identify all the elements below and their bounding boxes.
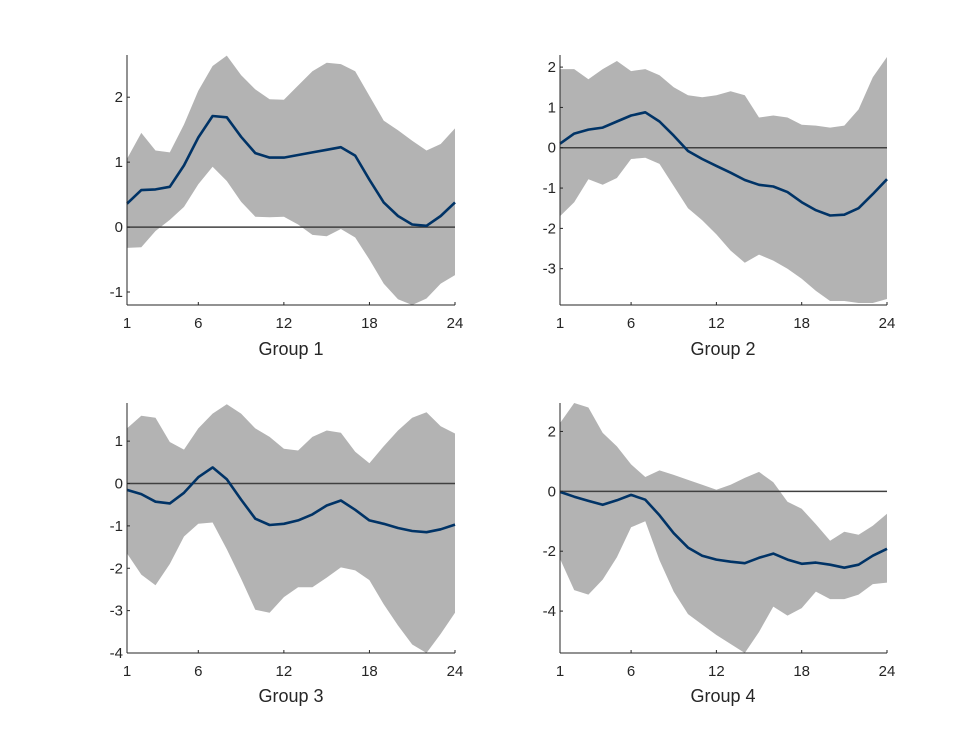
x-tick-label: 24 [447, 663, 464, 680]
x-tick-label: 1 [556, 663, 564, 680]
y-tick-label: 0 [548, 483, 556, 500]
y-tick-label: 2 [115, 89, 123, 106]
y-tick-label: -4 [110, 645, 123, 662]
y-tick-label: -2 [543, 220, 556, 237]
series-line [559, 490, 888, 570]
x-tick-label: 6 [627, 663, 635, 680]
confidence-band [127, 55, 455, 305]
series-line [126, 466, 456, 534]
y-tick-label: -2 [543, 543, 556, 560]
y-tick-label: -1 [110, 284, 123, 301]
panel-title: Group 1 [258, 339, 323, 359]
y-tick-label: -2 [110, 560, 123, 577]
confidence-band [560, 57, 887, 303]
x-tick-label: 12 [276, 315, 293, 332]
x-tick-label: 24 [879, 315, 896, 332]
y-tick-label: 2 [548, 423, 556, 440]
x-tick-label: 18 [793, 315, 810, 332]
series-line [559, 111, 888, 217]
x-tick-label: 6 [194, 663, 202, 680]
y-tick-label: 0 [115, 476, 123, 493]
y-tick-label: -4 [543, 603, 556, 620]
y-tick-label: -1 [543, 180, 556, 197]
y-tick-label: 1 [115, 154, 123, 171]
y-tick-label: 0 [115, 219, 123, 236]
x-tick-label: 18 [361, 315, 378, 332]
y-tick-label: 2 [548, 59, 556, 76]
x-tick-label: 1 [123, 315, 131, 332]
x-tick-label: 12 [276, 663, 293, 680]
panel-group-4: 1 6 12 18 24 -4 -2 0 2 Group 4 [543, 403, 896, 706]
x-tick-label: 18 [793, 663, 810, 680]
series-line [126, 114, 456, 228]
x-tick-label: 1 [556, 315, 564, 332]
x-tick-label: 24 [447, 315, 464, 332]
panel-title: Group 4 [690, 686, 755, 706]
y-tick-label: -3 [110, 603, 123, 620]
x-tick-label: 6 [194, 315, 202, 332]
x-tick-label: 24 [879, 663, 896, 680]
y-tick-label: 1 [548, 99, 556, 116]
confidence-band [127, 404, 455, 653]
confidence-band [560, 403, 887, 653]
panel-title: Group 3 [258, 686, 323, 706]
panel-title: Group 2 [690, 339, 755, 359]
x-tick-label: 1 [123, 663, 131, 680]
x-tick-label: 12 [708, 663, 725, 680]
panel-group-3: 1 6 12 18 24 -4 -3 -2 -1 0 1 Group 3 [110, 403, 464, 706]
y-tick-label: -1 [110, 518, 123, 535]
plot-area: 1 6 12 18 24 -4 -2 0 2 [543, 403, 896, 680]
y-tick-label: 1 [115, 433, 123, 450]
x-tick-label: 6 [627, 315, 635, 332]
y-tick-label: -3 [543, 261, 556, 278]
x-tick-label: 12 [708, 315, 725, 332]
y-tick-label: 0 [548, 140, 556, 157]
plot-area: 1 6 12 18 24 -4 -3 -2 -1 0 1 [110, 403, 464, 680]
x-tick-label: 18 [361, 663, 378, 680]
